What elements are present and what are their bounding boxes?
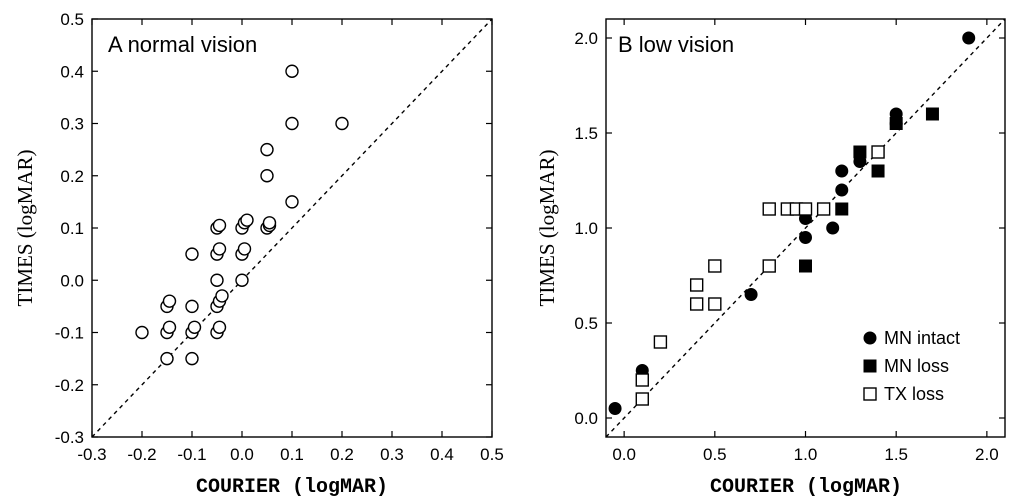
- panel-a-data-point: [260, 142, 274, 157]
- panel-b-data-point: [608, 402, 622, 415]
- panel-a-y-tick-label: 0.5: [60, 10, 84, 29]
- panel-a-data-point: [285, 64, 299, 78]
- legend-label: MN loss: [884, 356, 949, 376]
- panel-a-data-point: [212, 218, 227, 233]
- panel-b-x-axis-title: COURIER (logMAR): [710, 476, 902, 497]
- panel-b-data-point: [925, 107, 939, 121]
- panel-a-data-point: [185, 351, 199, 366]
- panel-b-data-point: [744, 288, 758, 301]
- legend-label: TX loss: [884, 384, 944, 404]
- panel-b-data-point: [689, 297, 704, 311]
- panel-a-x-tick-label: 0.5: [480, 445, 504, 464]
- panel-a-y-tick-label: 0.0: [60, 271, 84, 290]
- panel-a-data-point: [285, 116, 299, 131]
- panel-a-x-tick-label: -0.3: [77, 445, 106, 464]
- panel-a-x-tick-label: 0.4: [430, 445, 454, 464]
- panel-a-data-point: [162, 294, 177, 308]
- panel-a-x-tick-label: -0.2: [127, 445, 156, 464]
- panel-a-normal-vision: A normal vision COURIER (logMAR) TIMES (…: [13, 10, 504, 497]
- panel-a-y-tick-label: -0.1: [55, 324, 84, 343]
- panel-b-data-point: [799, 259, 812, 273]
- panel-a-data-point: [335, 116, 349, 131]
- panel-b-data-point: [762, 202, 776, 216]
- panel-b-y-tick-label: 2.0: [574, 29, 598, 48]
- panel-b-data-point: [816, 202, 831, 216]
- panel-b-data-point: [762, 259, 776, 273]
- panel-a-identity-line: [91, 18, 493, 438]
- panel-a-data-point: [212, 320, 227, 334]
- panel-b-data-point: [962, 31, 976, 45]
- panel-a-y-axis-title: TIMES (logMAR): [13, 150, 37, 307]
- panel-b-data-point: [689, 278, 704, 292]
- panel-a-y-tick-label: 0.1: [60, 219, 84, 238]
- panel-a-y-tick-label: -0.2: [55, 376, 84, 395]
- panel-b-data-point: [871, 164, 885, 178]
- panel-b-data-point: [835, 202, 849, 216]
- panel-a-title: A normal vision: [108, 32, 257, 57]
- panel-b-y-axis-title: TIMES (logMAR): [535, 150, 559, 307]
- panel-a-data-point: [185, 299, 199, 314]
- panel-a-data-point: [160, 351, 174, 366]
- panel-a-data-point: [285, 195, 299, 209]
- panel-a-data-point: [235, 273, 249, 287]
- panel-a-data-point: [240, 213, 254, 227]
- panel-b-low-vision: B low vision COURIER (logMAR) TIMES (log…: [535, 18, 1006, 497]
- panel-b-data-point: [889, 117, 903, 130]
- panel-b-data-point: [708, 297, 722, 311]
- legend-label: MN intact: [884, 328, 960, 348]
- panel-b-identity-line: [605, 18, 1006, 438]
- panel-a-y-tick-label: 0.3: [60, 115, 84, 134]
- panel-a-data-point: [212, 242, 227, 256]
- panel-b-data-point: [853, 145, 867, 159]
- panel-a-x-tick-label: -0.1: [177, 445, 206, 464]
- legend-marker: [863, 387, 877, 401]
- panel-b-data-point: [871, 145, 885, 159]
- panel-a-x-tick-label: 0.0: [230, 445, 254, 464]
- panel-b-data-point: [635, 392, 649, 406]
- panel-a-data-point: [262, 216, 277, 230]
- panel-a-data-point: [260, 169, 274, 183]
- panel-b-data-point: [635, 373, 649, 387]
- panel-a-x-tick-label: 0.1: [280, 445, 304, 464]
- panel-b-y-tick-label: 0.0: [574, 409, 598, 428]
- panel-b-data-point: [799, 231, 812, 244]
- panel-a-x-tick-label: 0.3: [380, 445, 404, 464]
- panel-b-title: B low vision: [618, 32, 734, 57]
- panel-a-data-point: [210, 273, 224, 287]
- panel-a-data-point: [135, 325, 149, 340]
- panel-b-data-point: [826, 221, 840, 235]
- panel-b-x-tick-label: 0.0: [612, 445, 636, 464]
- panel-a-data-point: [185, 247, 199, 261]
- panel-b-data-point: [798, 202, 813, 216]
- panel-a-data-point: [237, 242, 252, 256]
- panel-a-y-tick-label: 0.2: [60, 167, 84, 186]
- panel-b-data-point: [835, 183, 849, 197]
- panel-b-x-tick-label: 1.5: [884, 445, 908, 464]
- panel-b-data-point: [835, 164, 849, 178]
- panel-b-x-tick-label: 0.5: [703, 445, 727, 464]
- panel-b-y-tick-label: 1.0: [574, 219, 598, 238]
- legend-marker: [863, 331, 877, 345]
- panel-b-data-point: [653, 335, 668, 349]
- panel-b-legend: MN intact MN loss TX loss: [863, 328, 960, 404]
- panel-a-data-point: [215, 289, 229, 303]
- panel-b-data-point: [708, 259, 722, 273]
- legend-marker: [863, 359, 877, 373]
- panel-b-y-tick-label: 1.5: [574, 124, 598, 143]
- panel-a-data-point: [162, 320, 177, 334]
- panel-b-x-tick-label: 2.0: [975, 445, 999, 464]
- panel-a-data-point: [187, 320, 202, 334]
- panel-a-y-tick-label: -0.3: [55, 428, 84, 447]
- panel-a-y-tick-label: 0.4: [60, 62, 84, 81]
- panel-a-x-axis-title: COURIER (logMAR): [196, 476, 388, 497]
- panel-b-y-tick-label: 0.5: [574, 314, 598, 333]
- panel-b-x-tick-label: 1.0: [794, 445, 818, 464]
- panel-a-x-tick-label: 0.2: [330, 445, 354, 464]
